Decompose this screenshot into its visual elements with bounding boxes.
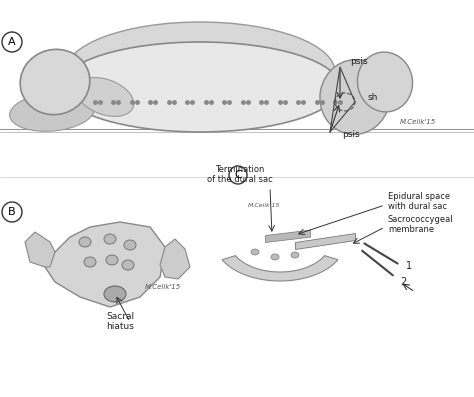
Polygon shape	[45, 222, 165, 307]
Text: M.Celik'15: M.Celik'15	[145, 284, 181, 290]
Ellipse shape	[20, 49, 90, 115]
Ellipse shape	[104, 234, 116, 244]
Text: B: B	[8, 207, 16, 217]
Ellipse shape	[104, 286, 126, 302]
Text: Termination
of the dural sac: Termination of the dural sac	[207, 165, 273, 184]
Polygon shape	[222, 256, 338, 281]
Text: 2: 2	[400, 277, 406, 287]
Ellipse shape	[291, 252, 299, 258]
Ellipse shape	[76, 78, 134, 116]
Text: C: C	[234, 170, 242, 180]
Polygon shape	[160, 239, 190, 279]
Ellipse shape	[84, 257, 96, 267]
Ellipse shape	[106, 255, 118, 265]
Text: Sacral
hiatus: Sacral hiatus	[106, 312, 134, 331]
Text: sh: sh	[368, 93, 378, 102]
Text: psis: psis	[342, 130, 360, 139]
Ellipse shape	[9, 93, 94, 131]
Ellipse shape	[122, 260, 134, 270]
Ellipse shape	[60, 42, 340, 132]
Ellipse shape	[357, 52, 412, 112]
Text: M.Celik'15: M.Celik'15	[248, 203, 281, 208]
Text: Epidural space
with dural sac: Epidural space with dural sac	[388, 192, 450, 211]
Ellipse shape	[65, 22, 335, 122]
Text: 1: 1	[406, 261, 412, 271]
Text: M.Celik'15: M.Celik'15	[400, 119, 436, 125]
Text: psis: psis	[350, 57, 368, 66]
Ellipse shape	[124, 240, 136, 250]
Ellipse shape	[79, 237, 91, 247]
Ellipse shape	[251, 249, 259, 255]
Text: Sacrococcygeal
membrane: Sacrococcygeal membrane	[388, 215, 454, 234]
Text: A: A	[8, 37, 16, 47]
Polygon shape	[25, 232, 55, 267]
Ellipse shape	[320, 60, 390, 135]
Ellipse shape	[271, 254, 279, 260]
